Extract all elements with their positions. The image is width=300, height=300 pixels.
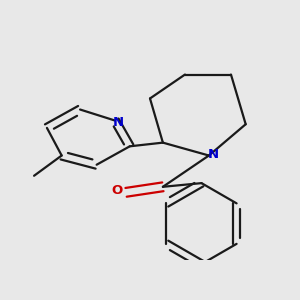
Text: N: N xyxy=(208,148,219,161)
Text: N: N xyxy=(113,116,124,129)
Text: O: O xyxy=(111,184,122,197)
